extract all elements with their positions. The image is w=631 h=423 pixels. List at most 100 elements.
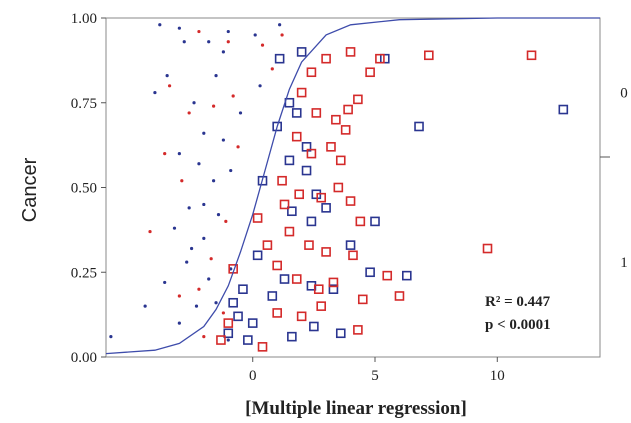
red-square-point — [223, 318, 234, 328]
red-square-point — [284, 226, 295, 237]
red-dot-point — [187, 111, 191, 115]
blue-dot-point — [278, 23, 282, 27]
red-dot-point — [180, 179, 184, 183]
blue-square-point — [243, 335, 253, 345]
red-square-point — [340, 125, 351, 135]
red-square-point — [306, 148, 317, 159]
x-tick-label: 0 — [249, 368, 257, 384]
red-dot-point — [260, 43, 265, 47]
red-dot-point — [226, 40, 230, 44]
red-square-point — [394, 291, 405, 301]
red-square-point — [321, 53, 331, 64]
x-axis-label: [Multiple linear regression] — [245, 398, 467, 419]
right-group-label: 0 — [620, 86, 628, 102]
red-square-point — [355, 216, 366, 227]
red-dot-point — [212, 104, 216, 108]
blue-square-point — [233, 311, 243, 322]
red-square-point — [326, 142, 336, 152]
blue-square-point — [335, 328, 346, 339]
blue-dot-point — [221, 138, 225, 142]
p-value-annotation: p < 0.0001 — [485, 317, 551, 333]
blue-square-point — [228, 297, 238, 308]
red-dot-point — [236, 145, 240, 149]
red-dot-point — [163, 152, 167, 156]
blue-square-point — [252, 250, 263, 261]
red-dot-point — [270, 67, 274, 71]
red-square-point — [216, 335, 226, 345]
blue-dot-point — [207, 40, 211, 44]
blue-square-point — [272, 121, 282, 132]
red-square-point — [272, 260, 282, 271]
y-tick-label: 0.00 — [71, 350, 97, 366]
blue-dot-point — [214, 74, 218, 78]
blue-dot-point — [143, 304, 147, 308]
red-square-point — [262, 240, 273, 250]
red-square-point — [331, 114, 341, 125]
red-square-point — [353, 94, 363, 105]
red-square-point — [343, 104, 353, 115]
blue-dot-point — [258, 84, 262, 88]
blue-square-point — [287, 206, 297, 217]
red-square-point — [277, 175, 287, 186]
red-square-point — [375, 53, 385, 64]
blue-dot-point — [229, 168, 233, 173]
blue-dot-point — [172, 226, 177, 230]
blue-square-point — [267, 291, 278, 301]
y-axis-ticks: 0.00 0.25 0.50 0.75 1.00 — [71, 11, 106, 366]
red-square-point — [316, 301, 327, 311]
blue-square-point — [279, 274, 290, 284]
blue-dot-point — [207, 277, 211, 281]
blue-square-point — [301, 165, 312, 176]
plot-area-frame — [105, 17, 601, 358]
blue-dot-point — [165, 74, 169, 78]
red-square-point — [348, 250, 358, 261]
blue-dot-point — [189, 246, 194, 251]
blue-square-point — [414, 121, 424, 132]
blue-square-point — [301, 142, 312, 152]
red-dot-point — [224, 219, 228, 223]
blue-square-point — [287, 331, 297, 342]
red-square-point — [306, 67, 317, 78]
blue-square-point — [370, 216, 380, 227]
red-square-point — [335, 155, 346, 166]
blue-square-point — [296, 47, 307, 57]
x-tick-label: 10 — [490, 368, 505, 384]
blue-square-point — [379, 53, 390, 64]
blue-dot-point — [221, 50, 225, 54]
red-square-point — [526, 50, 537, 61]
red-dot-point — [197, 287, 201, 291]
r-squared-annotation: R² = 0.447 — [485, 294, 551, 310]
red-square-point — [321, 247, 331, 257]
blue-dot-point — [238, 111, 243, 115]
red-square-point — [291, 131, 302, 142]
blue-dot-point — [177, 321, 181, 325]
red-square-point — [272, 308, 282, 318]
red-square-point — [291, 274, 302, 284]
blue-dot-point — [202, 202, 206, 207]
blue-dot-point — [109, 335, 113, 339]
red-dot-point — [167, 84, 172, 88]
red-square-point — [353, 325, 363, 335]
y-tick-label: 1.00 — [71, 11, 97, 27]
red-square-point — [482, 243, 493, 254]
blue-dot-point — [226, 338, 230, 342]
red-square-point — [279, 199, 290, 210]
x-axis-ticks: 0 5 10 — [249, 357, 505, 384]
blue-dot-point — [177, 152, 181, 156]
red-square-point — [424, 50, 434, 61]
blue-dot-point — [194, 304, 199, 308]
blue-square-point — [291, 108, 302, 118]
red-square-point — [252, 213, 263, 223]
red-square-point — [294, 189, 304, 200]
blue-dot-point — [216, 213, 221, 217]
red-dot-point — [177, 294, 181, 298]
y-tick-label: 0.25 — [71, 265, 97, 281]
blue-dot-point — [163, 280, 167, 285]
red-square-point — [345, 47, 356, 57]
blue-dot-point — [153, 90, 157, 95]
blue-square-point — [257, 175, 268, 186]
blue-square-point — [402, 270, 412, 281]
red-square-point — [345, 196, 356, 206]
blue-dot-point — [197, 162, 201, 166]
